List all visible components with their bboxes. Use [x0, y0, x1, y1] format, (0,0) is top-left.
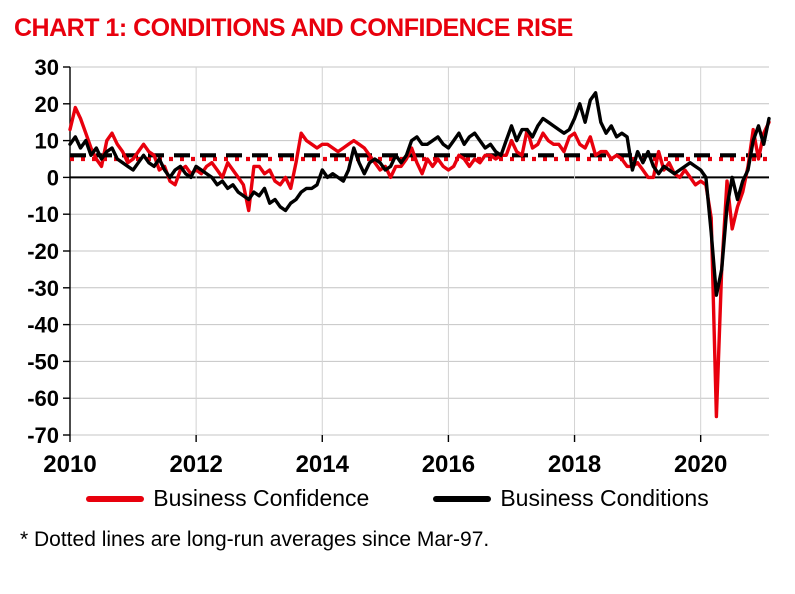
svg-text:-70: -70 — [27, 423, 59, 448]
series-business-conditions — [68, 91, 771, 297]
svg-text:2020: 2020 — [674, 451, 727, 478]
svg-text:2016: 2016 — [422, 451, 475, 478]
svg-text:-30: -30 — [27, 276, 59, 301]
svg-text:-50: -50 — [27, 349, 59, 374]
legend-item-business-confidence: Business Confidence — [86, 485, 369, 512]
svg-text:10: 10 — [35, 129, 59, 154]
svg-text:-10: -10 — [27, 202, 59, 227]
confidence-line-swatch — [86, 495, 145, 502]
svg-text:-40: -40 — [27, 313, 59, 338]
svg-text:30: 30 — [35, 55, 59, 80]
legend-label-business-confidence: Business Confidence — [153, 485, 370, 511]
chart-area: 30 20 10 0 -10 -20 -30 -40 -50 -60 -70 2010 2012 2014… — [14, 51, 781, 481]
svg-text:2010: 2010 — [43, 451, 96, 478]
legend-label-business-conditions: Business Conditions — [500, 485, 709, 511]
svg-text:-60: -60 — [27, 386, 59, 411]
legend: Business Confidence Business Conditions — [14, 485, 781, 512]
svg-text:2014: 2014 — [296, 451, 350, 478]
conditions-line-swatch — [433, 495, 492, 502]
series-business-confidence — [68, 105, 771, 419]
legend-item-business-conditions: Business Conditions — [433, 485, 709, 512]
svg-text:20: 20 — [35, 92, 59, 117]
svg-text:-20: -20 — [27, 239, 59, 264]
chart-title: CHART 1: CONDITIONS AND CONFIDENCE RISE — [14, 14, 573, 42]
svg-text:0: 0 — [47, 165, 59, 190]
svg-text:2012: 2012 — [169, 451, 222, 478]
svg-text:2018: 2018 — [548, 451, 601, 478]
footnote: * Dotted lines are long-run averages sin… — [20, 528, 490, 551]
